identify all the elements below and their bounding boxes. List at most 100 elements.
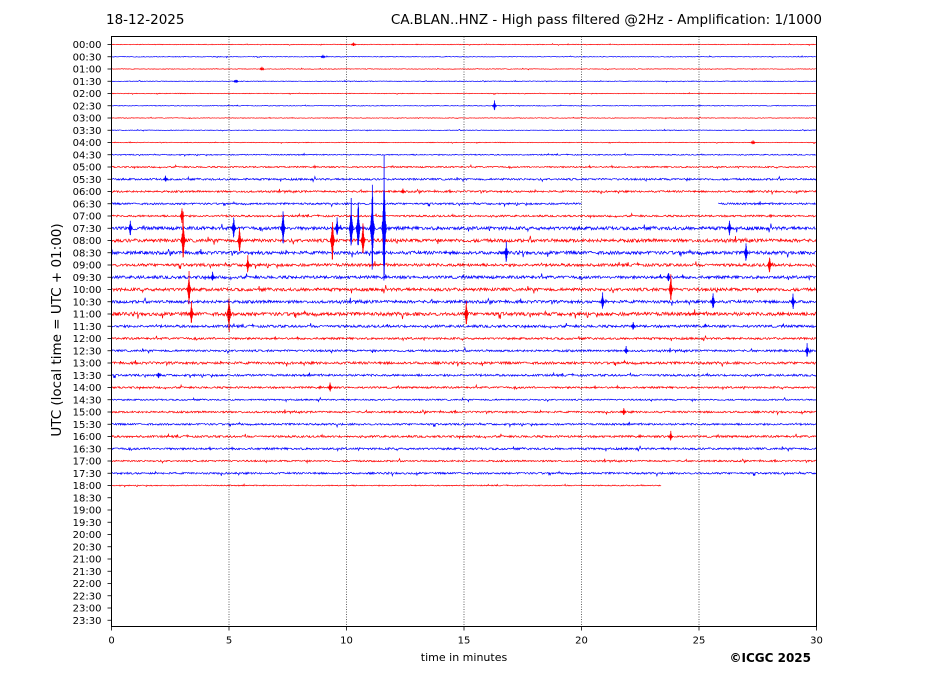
y-tick-label: 08:30: [73, 248, 102, 259]
y-tick-label: 22:30: [73, 591, 102, 602]
y-tick-label: 15:30: [73, 420, 102, 431]
event-spike: [743, 243, 749, 261]
y-tick-label: 04:30: [73, 150, 102, 161]
event-spike: [180, 211, 186, 258]
y-tick-label: 02:30: [73, 101, 102, 112]
event-spike: [492, 100, 498, 111]
date-label: 18-12-2025: [106, 12, 185, 28]
trace-row-0300: [111, 116, 817, 120]
event-spike: [334, 217, 340, 235]
y-tick-label: 10:30: [73, 297, 102, 308]
y-tick-label: 07:00: [73, 212, 102, 223]
y-tick-label: 00:30: [73, 52, 102, 63]
event-spike: [348, 198, 354, 246]
y-tick-label: 10:00: [73, 285, 102, 296]
y-tick-label: 14:30: [73, 395, 102, 406]
event-spike: [156, 372, 161, 379]
event-spike: [259, 66, 265, 71]
copyright-credit: ©ICGC 2025: [729, 651, 811, 665]
event-spike: [804, 343, 810, 357]
trace-row-0900: [111, 261, 817, 270]
event-spike: [226, 298, 232, 333]
x-axis-label: time in minutes: [420, 651, 508, 664]
y-tick-label: 21:30: [73, 567, 102, 578]
x-tick-label: 30: [810, 636, 823, 647]
trace-row-1630: [111, 445, 817, 452]
y-tick-label: 06:00: [73, 187, 102, 198]
event-spike: [750, 140, 756, 145]
event-spike: [630, 322, 636, 330]
y-tick-label: 13:30: [73, 371, 102, 382]
trace-row-1200: [111, 335, 817, 342]
trace-row-1130: [111, 322, 817, 330]
trace-row-1230: [111, 346, 817, 355]
x-tick-label: 20: [575, 636, 588, 647]
event-spike: [320, 54, 326, 59]
y-tick-label: 01:00: [73, 65, 102, 76]
event-spike: [665, 273, 671, 282]
event-spike: [790, 293, 796, 310]
y-tick-label: 15:00: [73, 408, 102, 419]
y-tick-label: 23:00: [73, 604, 102, 615]
y-tick-label: 06:30: [73, 199, 102, 210]
y-tick-label: 23:30: [73, 616, 102, 627]
y-tick-label: 18:30: [73, 493, 102, 504]
y-tick-label: 02:00: [73, 89, 102, 100]
y-tick-label: 11:00: [73, 310, 102, 321]
event-spike: [127, 220, 133, 236]
y-axis-label: UTC (local time = UTC + 01:00): [49, 223, 65, 437]
event-spike: [188, 301, 194, 323]
event-spike: [233, 79, 239, 83]
y-tick-label: 00:00: [73, 40, 102, 51]
event-spike: [767, 257, 772, 273]
x-tick-label: 0: [108, 636, 114, 647]
y-tick-label: 01:30: [73, 77, 102, 88]
event-spike: [163, 175, 169, 182]
event-spike: [327, 382, 333, 392]
event-spike: [351, 42, 356, 47]
event-spike: [381, 155, 387, 281]
event-spike: [329, 222, 335, 260]
event-spike: [186, 271, 192, 305]
event-spike: [369, 184, 375, 270]
y-tick-label: 17:00: [73, 457, 102, 468]
trace-row-1300: [111, 359, 817, 367]
trace-row-1800: [111, 483, 662, 488]
y-tick-label: 17:30: [73, 469, 102, 480]
event-spike: [668, 274, 674, 301]
y-tick-label: 19:00: [73, 506, 102, 517]
trace-row-1700: [111, 457, 817, 465]
y-tick-label: 12:00: [73, 334, 102, 345]
event-spike: [280, 211, 286, 244]
event-spike: [600, 292, 606, 309]
event-spike: [231, 217, 237, 238]
event-spike: [245, 255, 251, 273]
y-tick-label: 22:00: [73, 579, 102, 590]
gridline-layer: [228, 36, 700, 627]
event-spike: [727, 220, 733, 236]
y-tick-label: 19:30: [73, 518, 102, 529]
y-tick-label: 16:30: [73, 444, 102, 455]
y-tick-label: 07:30: [73, 224, 102, 235]
y-tick-label: 05:30: [73, 175, 102, 186]
y-tick-label: 04:00: [73, 138, 102, 149]
y-tick-label: 08:00: [73, 236, 102, 247]
y-tick-label: 12:30: [73, 346, 102, 357]
y-tick-label: 09:30: [73, 273, 102, 284]
trace-row-0630: [111, 201, 816, 208]
event-spike: [400, 188, 406, 194]
event-spike: [710, 293, 716, 309]
event-spike: [621, 408, 627, 415]
trace-row-0830: [111, 249, 817, 258]
trace-row-0700: [111, 212, 817, 219]
event-spike: [463, 301, 469, 325]
y-tick-label: 16:00: [73, 432, 102, 443]
trace-row-0230: [111, 104, 817, 107]
y-tick-label: 20:00: [73, 530, 102, 541]
trace-row-0330: [111, 128, 817, 132]
x-tick-label: 5: [226, 636, 232, 647]
event-spike: [668, 430, 674, 441]
event-spike: [210, 271, 216, 281]
